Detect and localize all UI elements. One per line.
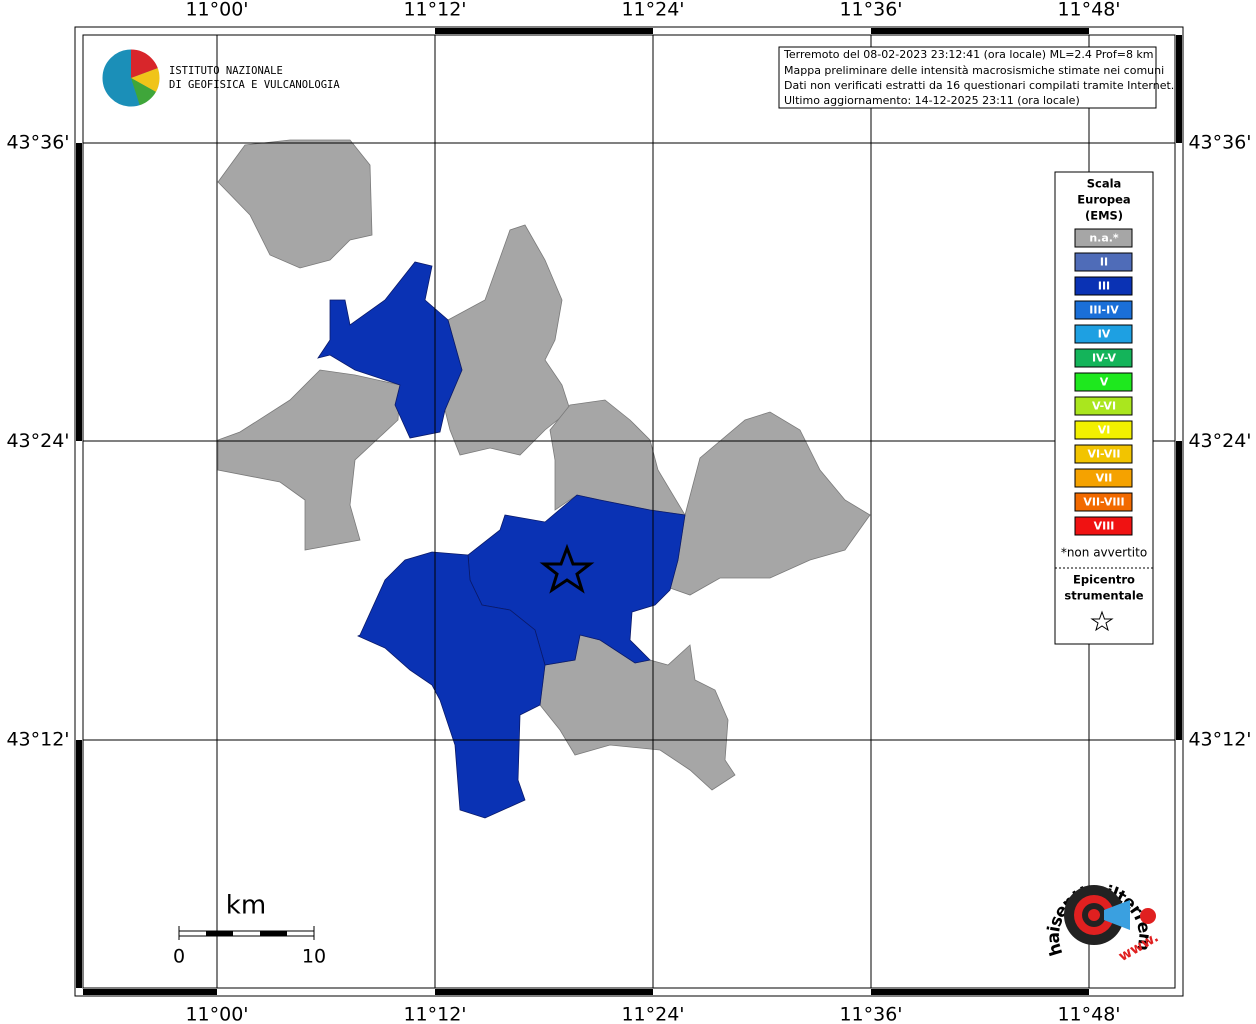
- lon-label: 11°12': [403, 0, 466, 21]
- legend-title-line: Scala: [1087, 177, 1122, 191]
- lat-label: 43°36': [6, 132, 69, 154]
- legend-swatch: [1074, 252, 1133, 272]
- legend-label: III: [1098, 280, 1110, 293]
- info-box: [778, 46, 1157, 109]
- legend-star: [1090, 610, 1114, 632]
- legend-swatch: [1074, 300, 1133, 320]
- lat-label: 43°36': [1188, 132, 1251, 154]
- legend-swatch: [1074, 492, 1133, 512]
- legend-swatch: [1074, 468, 1133, 488]
- legend-swatch: [1074, 516, 1133, 536]
- legend-label: VII: [1096, 472, 1113, 485]
- legend-title: Scala Europea (EMS): [1077, 177, 1130, 223]
- info-line: Dati non verificati estratti da 16 quest…: [784, 79, 1174, 92]
- legend-label: VI: [1098, 424, 1111, 437]
- lat-label: 43°12': [1188, 729, 1251, 751]
- lon-label: 11°48': [1057, 1004, 1120, 1024]
- legend-label: V: [1100, 376, 1109, 389]
- ingv-logo: ISTITUTO NAZIONALE DI GEOFISICA E VULCAN…: [101, 48, 340, 108]
- lon-label: 11°48': [1057, 0, 1120, 21]
- legend-title-line: Europea: [1077, 193, 1130, 207]
- lat-label: 43°12': [6, 729, 69, 751]
- legend-label: n.a.*: [1089, 232, 1119, 245]
- logo-text: DI GEOFISICA E VULCANOLOGIA: [169, 79, 340, 91]
- lon-label: 11°24': [621, 0, 684, 21]
- legend-swatch: [1074, 444, 1133, 464]
- lat-label: 43°24': [1188, 430, 1251, 452]
- scale-unit: km: [226, 891, 266, 921]
- legend-epicentre: Epicentro: [1073, 573, 1135, 587]
- logo-text: ISTITUTO NAZIONALE: [169, 65, 283, 77]
- legend-note: *non avvertito: [1061, 546, 1147, 560]
- scale-bar: km 0 10: [173, 891, 326, 968]
- legend-swatch: [1074, 228, 1133, 248]
- legend-swatch: [1074, 324, 1133, 344]
- legend-label: VII-VIII: [1083, 496, 1124, 509]
- epicentre-star: [539, 543, 595, 594]
- lon-label: 11°00': [185, 1004, 248, 1024]
- legend-label: VI-VII: [1087, 448, 1120, 461]
- info-line: Ultimo aggiornamento: 14-12-2025 23:11 (…: [784, 94, 1080, 107]
- legend-label: II: [1100, 256, 1108, 269]
- lon-label: 11°36': [839, 0, 902, 21]
- municipalities: [217, 139, 871, 819]
- legend-swatch: [1074, 372, 1133, 392]
- info-line: Terremoto del 08-02-2023 23:12:41 (ora l…: [783, 48, 1154, 61]
- coordinate-labels: 11°00' 11°00' 11°12' 11°12' 11°24' 11°24' 11°3…: [6, 0, 1251, 1024]
- scale-label: 10: [302, 946, 326, 968]
- legend-swatch: [1074, 420, 1133, 440]
- legend-label: IV-V: [1092, 352, 1117, 365]
- lon-label: 11°24': [621, 1004, 684, 1024]
- lon-label: 11°36': [839, 1004, 902, 1024]
- lon-label: 11°12': [403, 1004, 466, 1024]
- info-line: Mappa preliminare delle intensità macros…: [784, 64, 1164, 77]
- info-text: Terremoto del 08-02-2023 23:12:41 (ora l…: [783, 48, 1174, 107]
- legend-label: VIII: [1094, 520, 1115, 533]
- legend-items: n.a.*IIIIIIII-IVIVIV-VVV-VIVIVI-VIIVIIVI…: [1074, 228, 1133, 536]
- legend-label: IV: [1098, 328, 1111, 341]
- frame-ticks: [76, 28, 1182, 995]
- legend-swatch: [1074, 396, 1133, 416]
- legend-title-line: (EMS): [1085, 209, 1123, 223]
- scale-label: 0: [173, 946, 185, 968]
- legend-swatch: [1074, 348, 1133, 368]
- lat-label: 43°24': [6, 430, 69, 452]
- lon-label: 11°00': [185, 0, 248, 21]
- legend-label: III-IV: [1089, 304, 1119, 317]
- legend-swatch: [1074, 276, 1133, 296]
- legend-label: V-VI: [1092, 400, 1116, 413]
- legend-epicentre: strumentale: [1064, 589, 1143, 603]
